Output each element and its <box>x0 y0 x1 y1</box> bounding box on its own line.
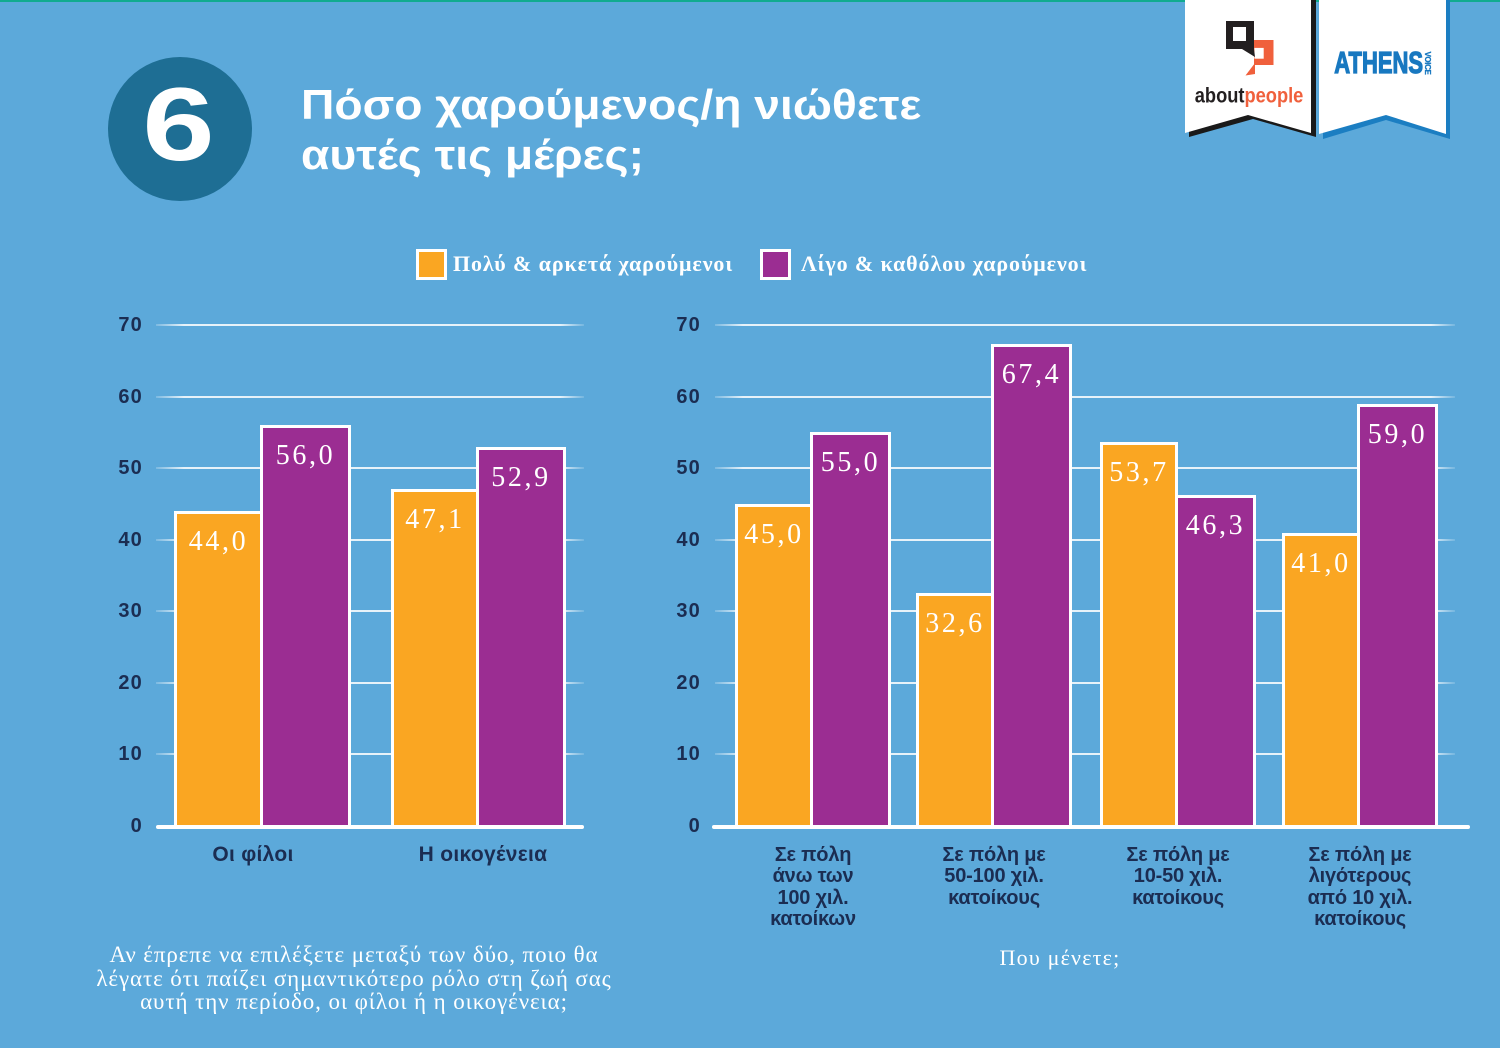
svg-text:ATHENS: ATHENS <box>1334 45 1423 80</box>
svg-text:VOICE: VOICE <box>1423 52 1432 76</box>
svg-text:aboutpeople: aboutpeople <box>1195 84 1304 107</box>
